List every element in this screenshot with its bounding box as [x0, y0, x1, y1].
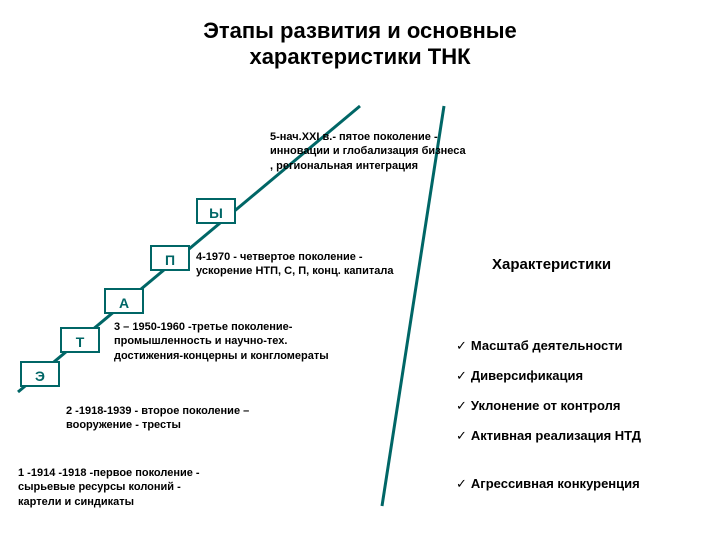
- stage-1: 1 -1914 -1918 -первое поколение - сырьев…: [18, 466, 218, 509]
- stair-letter-1: Т: [60, 327, 100, 353]
- title-line2: характеристики ТНК: [249, 44, 470, 69]
- slide-title: Этапы развития и основные характеристики…: [0, 18, 720, 70]
- char-item-4: ✓Агрессивная конкуренция: [456, 476, 706, 492]
- char-item-3: ✓Активная реализация НТД: [456, 428, 706, 444]
- char-item-1: ✓Диверсификация: [456, 368, 706, 384]
- check-icon: ✓: [456, 338, 467, 353]
- char-item-0: ✓Масштаб деятельности: [456, 338, 706, 354]
- check-icon: ✓: [456, 476, 467, 491]
- stair-letter-0: Э: [20, 361, 60, 387]
- stage-2: 2 -1918-1939 - второе поколение – вооруж…: [66, 404, 276, 433]
- check-icon: ✓: [456, 368, 467, 383]
- stage-5: 5-нач.XXI в.- пятое поколение - инноваци…: [270, 130, 470, 173]
- check-icon: ✓: [456, 398, 467, 413]
- stair-letter-3: П: [150, 245, 190, 271]
- stage-3: 3 – 1950-1960 -третье поколение- промышл…: [114, 320, 354, 363]
- stair-letter-4: Ы: [196, 198, 236, 224]
- char-item-2: ✓Уклонение от контроля: [456, 398, 706, 414]
- characteristics-heading: Характеристики: [492, 256, 611, 273]
- stair-letter-2: А: [104, 288, 144, 314]
- title-line1: Этапы развития и основные: [203, 18, 517, 43]
- check-icon: ✓: [456, 428, 467, 443]
- stage-4: 4-1970 - четвертое поколение - ускорение…: [196, 250, 396, 279]
